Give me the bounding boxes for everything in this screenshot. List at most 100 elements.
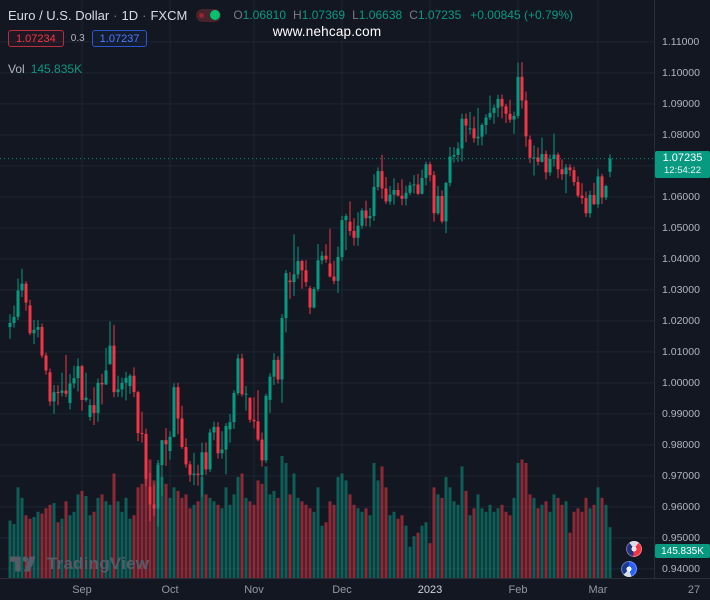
candle-body xyxy=(264,395,268,461)
candle-body xyxy=(212,426,216,433)
sell-bid-button[interactable]: 1.07234 xyxy=(8,30,64,47)
candle-body xyxy=(592,194,596,205)
candle-body xyxy=(348,221,352,231)
candle-body xyxy=(544,154,548,173)
volume-bar xyxy=(36,511,40,578)
volume-bar xyxy=(436,494,440,578)
chart-pane[interactable]: www.nehcap.com Euro / U.S. Dollar · 1D ·… xyxy=(0,0,654,578)
volume-bar xyxy=(472,508,476,578)
candle-body xyxy=(460,118,464,149)
candle-body xyxy=(312,288,316,308)
price-axis[interactable]: 1.110001.100001.090001.080001.070001.060… xyxy=(654,0,710,578)
volume-bar xyxy=(408,546,412,578)
time-axis[interactable]: Sep Oct Nov Dec 2023 Feb Mar 27 xyxy=(0,578,710,600)
volume-bar xyxy=(220,508,224,578)
last-price-badge: 1.07235 12:54:22 xyxy=(655,150,710,178)
candle-body xyxy=(528,139,532,158)
candle-body xyxy=(560,169,564,175)
candle-body xyxy=(328,263,332,277)
volume-bar xyxy=(184,494,188,578)
volume-bar xyxy=(308,508,312,578)
volume-bar xyxy=(324,522,328,578)
candle-body xyxy=(536,157,540,162)
time-axis-tick: Sep xyxy=(72,584,92,596)
candle-body xyxy=(16,290,20,317)
sticker-blue-wheel-icon[interactable] xyxy=(621,561,637,577)
volume-label: Vol xyxy=(8,62,25,76)
candle-body xyxy=(608,158,612,172)
candle-body xyxy=(504,106,508,114)
time-axis-tick: 2023 xyxy=(417,584,443,596)
candle-body xyxy=(472,128,476,139)
volume-bar xyxy=(56,522,60,578)
volume-bar xyxy=(108,504,112,578)
candle-body xyxy=(152,504,156,509)
volume-bar xyxy=(432,487,436,578)
candle-body xyxy=(432,175,436,214)
sticker-red-wheel-icon[interactable] xyxy=(626,541,642,557)
candle-body xyxy=(100,382,104,385)
volume-bar xyxy=(300,501,304,578)
volume-bar xyxy=(228,504,232,578)
candle-body xyxy=(392,190,396,195)
volume-bar xyxy=(540,504,544,578)
volume-bar xyxy=(152,480,156,578)
volume-bar xyxy=(376,480,380,578)
candle-body xyxy=(232,393,236,423)
price-axis-tick: 1.09000 xyxy=(662,97,700,110)
volume-bar xyxy=(124,497,128,578)
volume-bar xyxy=(536,508,540,578)
volume-bar xyxy=(28,518,32,578)
exchange-label[interactable]: FXCM xyxy=(150,7,188,23)
candle-body xyxy=(344,216,348,221)
volume-bar xyxy=(12,523,16,578)
candle-body xyxy=(340,220,344,257)
candlestick-plot[interactable] xyxy=(0,0,654,578)
volume-bar xyxy=(172,487,176,578)
candle-body xyxy=(20,283,24,291)
candle-body xyxy=(412,184,416,186)
volume-bar xyxy=(492,511,496,578)
volume-bar xyxy=(516,462,520,578)
candle-body xyxy=(532,157,536,159)
volume-bar xyxy=(320,525,324,578)
volume-bar xyxy=(180,497,184,578)
close-label: C xyxy=(409,8,418,22)
candle-body xyxy=(584,198,588,214)
volume-bar xyxy=(32,517,36,578)
tradingview-logo[interactable]: TradingView xyxy=(10,553,149,575)
low-value: 1.06638 xyxy=(358,8,403,22)
candle-body xyxy=(252,419,256,422)
buy-ask-button[interactable]: 1.07237 xyxy=(91,30,148,47)
candle-body xyxy=(408,185,412,193)
candle-body xyxy=(420,177,424,194)
candle-body xyxy=(216,426,220,454)
volume-bar xyxy=(60,518,64,578)
symbol-name[interactable]: Euro / U.S. Dollar xyxy=(8,7,110,23)
volume-bar xyxy=(608,527,612,578)
candle-body xyxy=(60,390,64,393)
interval-label[interactable]: 1D xyxy=(121,7,139,23)
volume-bar xyxy=(348,494,352,578)
candle-body xyxy=(516,76,520,116)
volume-indicator-row[interactable]: Vol 145.835K xyxy=(8,62,573,76)
symbol-row[interactable]: Euro / U.S. Dollar · 1D · FXCM O1.06810 … xyxy=(8,6,573,24)
volume-bar xyxy=(88,515,92,578)
volume-bar xyxy=(248,501,252,578)
candle-body xyxy=(12,316,16,324)
price-axis-tick: 1.02000 xyxy=(662,314,700,327)
volume-bar xyxy=(384,487,388,578)
candle-body xyxy=(112,345,116,393)
candle-body xyxy=(568,167,572,171)
time-axis-tick: Mar xyxy=(588,584,608,596)
candle-body xyxy=(416,184,420,194)
candle-body xyxy=(144,434,148,479)
volume-bar xyxy=(336,476,340,578)
volume-bar xyxy=(200,476,204,578)
candle-body xyxy=(68,383,72,403)
candle-body xyxy=(260,439,264,461)
candle-body xyxy=(380,171,384,189)
volume-bar xyxy=(520,459,524,578)
market-status-toggle[interactable] xyxy=(196,8,222,22)
volume-bar xyxy=(128,518,132,578)
